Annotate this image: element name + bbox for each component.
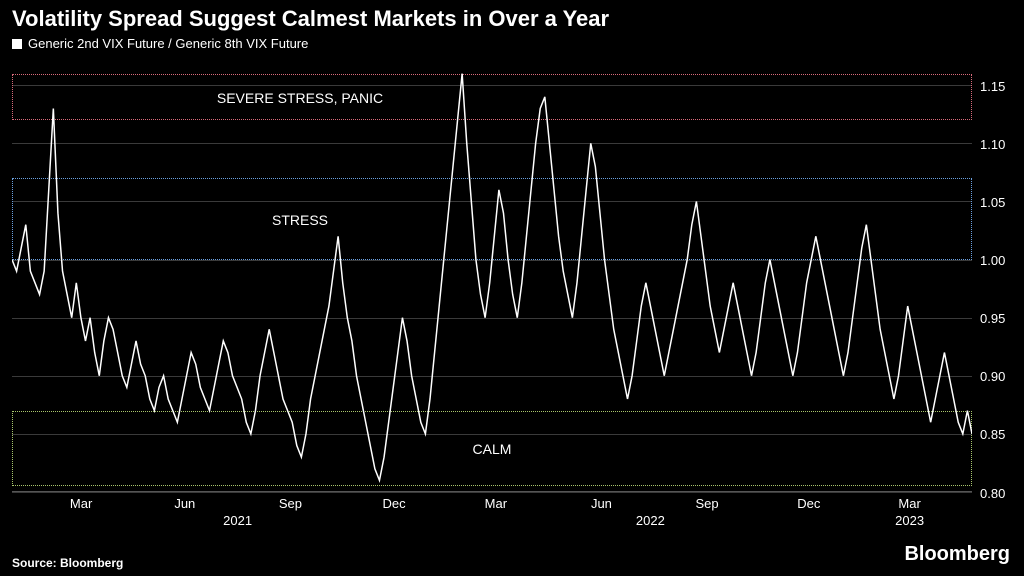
xtick-month: Dec (383, 496, 406, 511)
chart-title: Volatility Spread Suggest Calmest Market… (12, 6, 609, 32)
ytick-label: 0.95 (980, 311, 1005, 326)
xtick-month: Jun (174, 496, 195, 511)
ytick-label: 1.10 (980, 137, 1005, 152)
xtick-year: 2023 (895, 513, 924, 528)
x-axis-line (12, 491, 972, 492)
xtick-month: Sep (695, 496, 718, 511)
ytick-label: 1.05 (980, 195, 1005, 210)
series-svg (12, 62, 972, 492)
legend: Generic 2nd VIX Future / Generic 8th VIX… (12, 36, 308, 51)
xtick-month: Sep (279, 496, 302, 511)
brand-text: Bloomberg (904, 543, 1010, 566)
plot-area: SEVERE STRESS, PANICSTRESSCALM (12, 62, 972, 492)
xtick-month: Mar (70, 496, 92, 511)
ytick-label: 0.90 (980, 369, 1005, 384)
ytick-label: 0.85 (980, 427, 1005, 442)
xtick-year: 2022 (636, 513, 665, 528)
legend-swatch (12, 39, 22, 49)
ytick-label: 0.80 (980, 486, 1005, 501)
source-text: Source: Bloomberg (12, 556, 123, 570)
xtick-month: Mar (485, 496, 507, 511)
xtick-month: Dec (797, 496, 820, 511)
ytick-label: 1.15 (980, 79, 1005, 94)
ytick-label: 1.00 (980, 253, 1005, 268)
series-line (12, 74, 972, 481)
legend-label: Generic 2nd VIX Future / Generic 8th VIX… (28, 36, 308, 51)
xtick-month: Mar (898, 496, 920, 511)
gridline-h (12, 492, 972, 493)
chart-root: Volatility Spread Suggest Calmest Market… (0, 0, 1024, 576)
xtick-month: Jun (591, 496, 612, 511)
xtick-year: 2021 (223, 513, 252, 528)
